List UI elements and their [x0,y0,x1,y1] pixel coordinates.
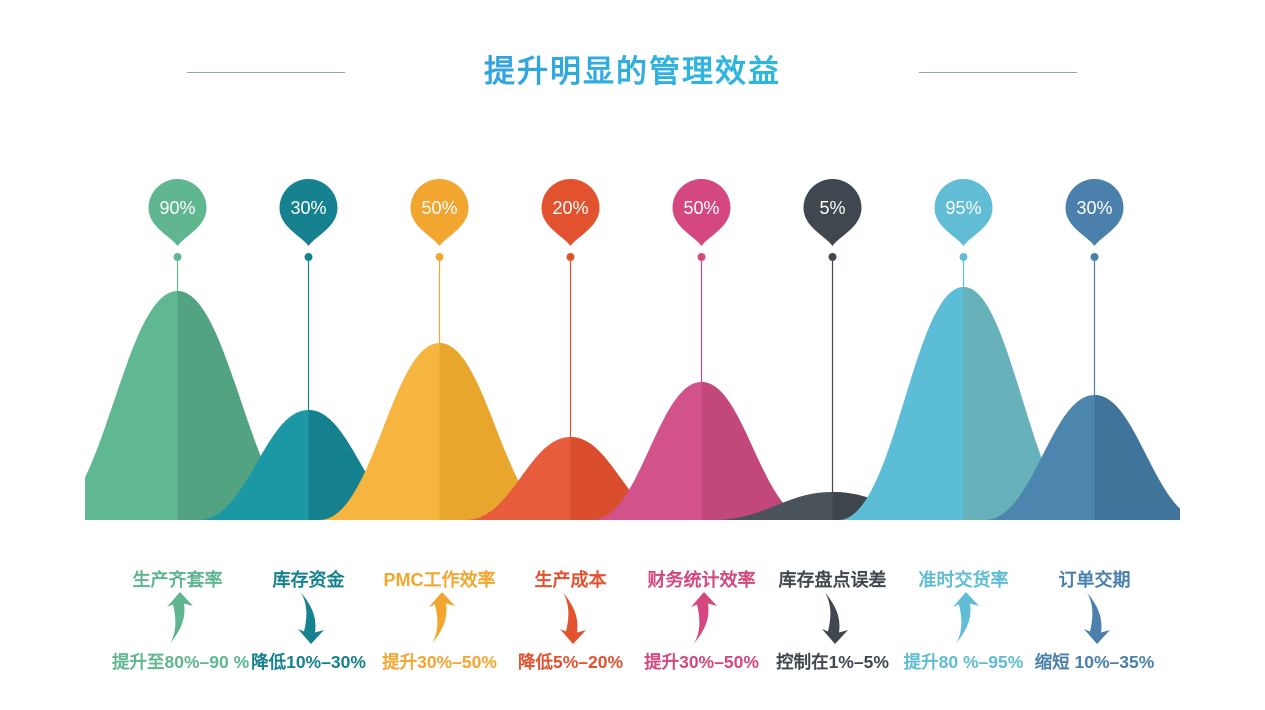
bell-curve-shaded-half [177,291,313,520]
trend-up-arrow-icon [690,592,717,644]
pin-dot [566,253,575,261]
change-stat-label: 提升80 %–95% [903,652,1024,672]
pin-balloon [410,179,469,246]
category-label: 订单交期 [1058,570,1131,590]
change-stat-label: 控制在1%–5% [776,652,889,672]
category-label: 库存盘点误差 [778,570,887,590]
category-label: 准时交货率 [918,570,1009,590]
pin-dot [828,253,837,261]
trend-down-arrow-icon [297,592,324,644]
plot-area [85,287,1180,520]
pin-value-label: 90% [159,198,195,218]
value-pin: 5% [803,179,862,246]
pin-value-label: 50% [421,198,457,218]
pin-dot [959,253,968,261]
pin-balloon [148,179,207,246]
pin-value-label: 30% [1076,198,1112,218]
value-pin: 20% [541,179,600,246]
bell-curve-shaded-half [308,410,419,520]
pin-value-label: 5% [819,198,845,218]
bell-curve-shaded-half [570,437,676,520]
change-stat-label: 降低5%–20% [517,652,624,672]
pin-value-label: 30% [290,198,326,218]
pin-value-label: 20% [552,198,588,218]
pin-dot [1090,253,1099,261]
trend-down-arrow-icon [821,592,848,644]
pin-balloon [934,179,993,246]
title-divider-left [187,72,345,73]
category-label: PMC工作效率 [383,570,496,590]
bell-curve-shaded-half [701,382,812,520]
pin-value-label: 95% [945,198,981,218]
value-pin: 50% [410,179,469,246]
value-pin: 50% [672,179,731,246]
trend-up-arrow-icon [952,592,979,644]
value-pin: 30% [279,179,338,246]
change-stat-label: 提升30%–50% [644,652,759,672]
trend-down-arrow-icon [1083,592,1110,644]
value-pin: 95% [934,179,993,246]
value-pin: 90% [148,179,207,246]
change-stat-label: 提升30%–50% [382,652,497,672]
pin-dot [173,253,182,261]
change-stat-label: 提升至80%–90 % [112,652,250,672]
bell-curve-shaded-half [963,287,1089,520]
title-divider-right [919,72,1077,73]
value-pin: 30% [1065,179,1124,246]
change-stat-label: 降低10%–30% [251,652,366,672]
pin-dot [435,253,444,261]
pin-balloon [1065,179,1124,246]
trend-up-arrow-icon [428,592,455,644]
pin-balloon [672,179,731,246]
change-stat-label: 缩短 10%–35% [1034,652,1155,672]
category-label: 库存资金 [272,570,345,590]
pin-dot [697,253,706,261]
trend-down-arrow-icon [559,592,586,644]
category-label: 生产齐套率 [132,570,223,590]
category-label: 生产成本 [534,570,607,590]
pin-balloon [803,179,862,246]
pin-value-label: 50% [683,198,719,218]
bell-curve-shaded-half [439,343,560,520]
category-label: 财务统计效率 [647,570,756,590]
bell-curve-shaded-half [1094,395,1180,520]
pin-balloon [279,179,338,246]
pin-balloon [541,179,600,246]
trend-up-arrow-icon [166,592,193,644]
page-title: 提升明显的管理效益 [0,46,1265,91]
pin-dot [304,253,313,261]
